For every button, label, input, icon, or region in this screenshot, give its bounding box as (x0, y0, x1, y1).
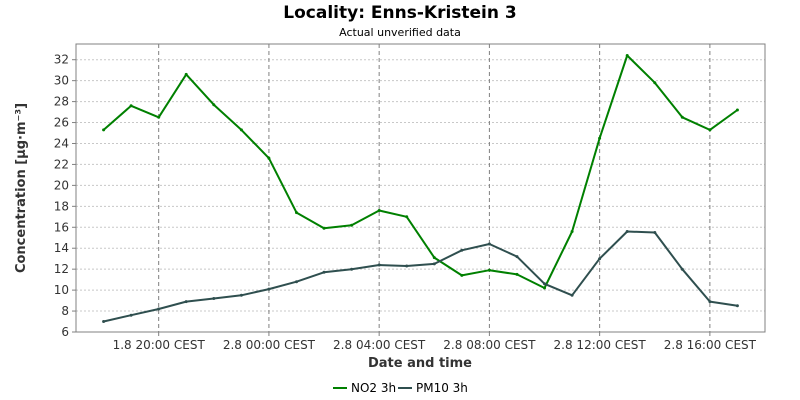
data-point (239, 293, 243, 297)
y-tick-label: 8 (61, 304, 69, 318)
data-point (708, 300, 712, 304)
chart-subtitle: Actual unverified data (339, 26, 461, 39)
data-point (157, 307, 161, 311)
grid (76, 44, 765, 333)
data-point (735, 304, 739, 308)
data-point (653, 81, 657, 85)
data-point (460, 248, 464, 252)
data-point (680, 115, 684, 119)
data-point (680, 267, 684, 271)
y-tick-label: 20 (54, 178, 69, 192)
data-point (405, 215, 409, 219)
legend-label: PM10 3h (416, 381, 468, 395)
data-point (515, 255, 519, 259)
data-point (653, 231, 657, 234)
y-tick-label: 12 (54, 262, 69, 276)
series-line-pm10-3h (103, 230, 738, 323)
data-point (625, 54, 629, 57)
legend: NO2 3h PM10 3h (333, 381, 468, 395)
data-point (129, 104, 133, 108)
data-point (102, 320, 106, 323)
data-point (129, 313, 133, 317)
y-tick-label: 6 (61, 325, 69, 339)
data-point (350, 267, 354, 271)
x-tick-label: 2.8 00:00 CEST (223, 338, 316, 352)
y-tick-label: 14 (54, 241, 69, 255)
data-point (708, 128, 712, 132)
data-point (377, 263, 381, 267)
x-tick-label: 2.8 16:00 CEST (664, 338, 757, 352)
data-point (515, 272, 519, 276)
data-point (405, 264, 409, 268)
data-point (570, 230, 574, 233)
data-point (625, 230, 629, 233)
y-axis-label: Concentration [µg·m⁻³] (14, 103, 29, 273)
y-tick-label: 30 (54, 74, 69, 88)
plot-area (75, 43, 766, 333)
y-axis: 6 8 10 12 14 16 18 20 22 24 26 28 30 32 (54, 53, 76, 339)
x-axis: 1.8 20:00 CEST 2.8 00:00 CEST 2.8 04:00 CE… (113, 332, 757, 352)
x-tick-label: 2.8 12:00 CEST (554, 338, 647, 352)
data-point (598, 136, 602, 140)
data-point (184, 72, 188, 76)
y-tick-label: 32 (54, 53, 69, 67)
data-point (735, 108, 739, 112)
y-tick-label: 28 (54, 95, 69, 109)
data-point (212, 103, 216, 107)
y-tick-label: 10 (54, 283, 69, 297)
series (102, 54, 739, 323)
data-point (267, 287, 271, 291)
data-point (598, 257, 602, 261)
data-point (212, 297, 216, 300)
y-tick-label: 24 (54, 136, 69, 150)
x-tick-label: 2.8 04:00 CEST (333, 338, 426, 352)
data-point (239, 128, 243, 132)
data-point (543, 282, 546, 286)
data-point (322, 226, 326, 230)
data-point (350, 223, 354, 227)
chart-title: Locality: Enns-Kristein 3 (283, 3, 516, 23)
data-point (432, 262, 436, 266)
y-tick-label: 16 (54, 220, 69, 234)
x-tick-label: 1.8 20:00 CEST (113, 338, 206, 352)
data-point (184, 300, 188, 304)
x-axis-label: Date and time (368, 356, 472, 371)
data-point (543, 286, 546, 290)
x-tick-label: 2.8 08:00 CEST (443, 338, 536, 352)
legend-label: NO2 3h (351, 381, 396, 395)
data-point (322, 270, 326, 274)
y-tick-label: 26 (54, 116, 69, 130)
data-point (460, 273, 464, 277)
data-point (487, 242, 491, 246)
data-point (157, 115, 161, 119)
data-point (377, 209, 381, 212)
data-point (432, 256, 436, 260)
data-point (570, 293, 574, 297)
data-point (102, 128, 106, 132)
data-point (295, 211, 298, 215)
y-tick-label: 18 (54, 199, 69, 213)
data-point (267, 156, 271, 160)
y-tick-label: 22 (54, 157, 69, 171)
series-line-no2-3h (102, 54, 738, 289)
data-point (295, 280, 298, 284)
data-point (487, 268, 491, 272)
